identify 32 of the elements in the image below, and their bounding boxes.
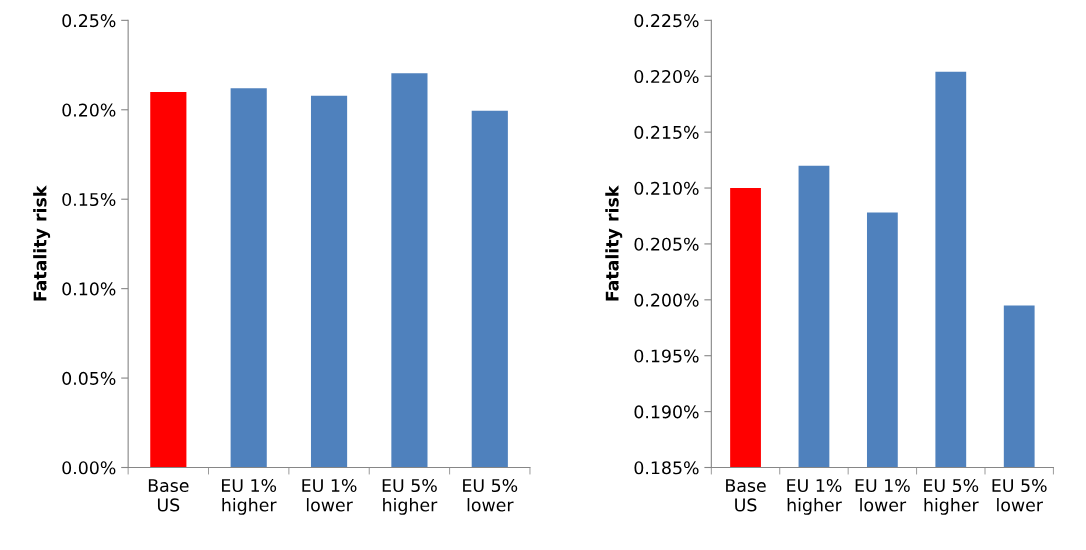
bar [150,91,187,468]
bar [391,73,428,468]
y-tick-label: 0.200% [634,293,699,307]
y-tick-label: 0.05% [62,371,116,385]
x-tick-label: EU 1% higher [787,478,842,515]
y-tick-label: 0.225% [634,14,699,28]
x-tick-label: EU 5% lower [992,478,1047,512]
x-tick-label: EU 1% lower [302,478,357,512]
x-tick-label: EU 1% higher [222,478,277,515]
y-tick-label: 0.185% [634,461,699,475]
x-tick-label: EU 1% lower [855,478,910,512]
y-tick-label: 0.25% [62,14,116,28]
y-tick-label: 0.20% [62,103,116,117]
bar [310,95,348,468]
y-tick-label: 0.210% [634,181,699,195]
x-tick-label: EU 5% higher [382,478,438,515]
y-tick-label: 0.15% [62,192,116,207]
x-tick-label: EU 5% higher [924,478,979,515]
y-tick-label: 0.195% [634,349,699,363]
bar [230,88,267,468]
y-tick-label: 0.205% [634,237,699,251]
y-tick-label: 0.215% [634,125,699,139]
y-tick-label: 0.10% [62,282,116,296]
y-tick-label: 0.00% [62,461,116,475]
x-tick-label: EU 5% lower [463,478,518,512]
x-tick-label: Base US [148,479,189,512]
bar [471,110,508,468]
y-axis-title: Fatality risk [33,185,51,301]
y-axis-title: Fatality risk [605,185,623,301]
x-tick-label: Base US [726,479,766,512]
y-tick-label: 0.190% [634,405,699,419]
y-tick-label: 0.220% [634,69,699,84]
